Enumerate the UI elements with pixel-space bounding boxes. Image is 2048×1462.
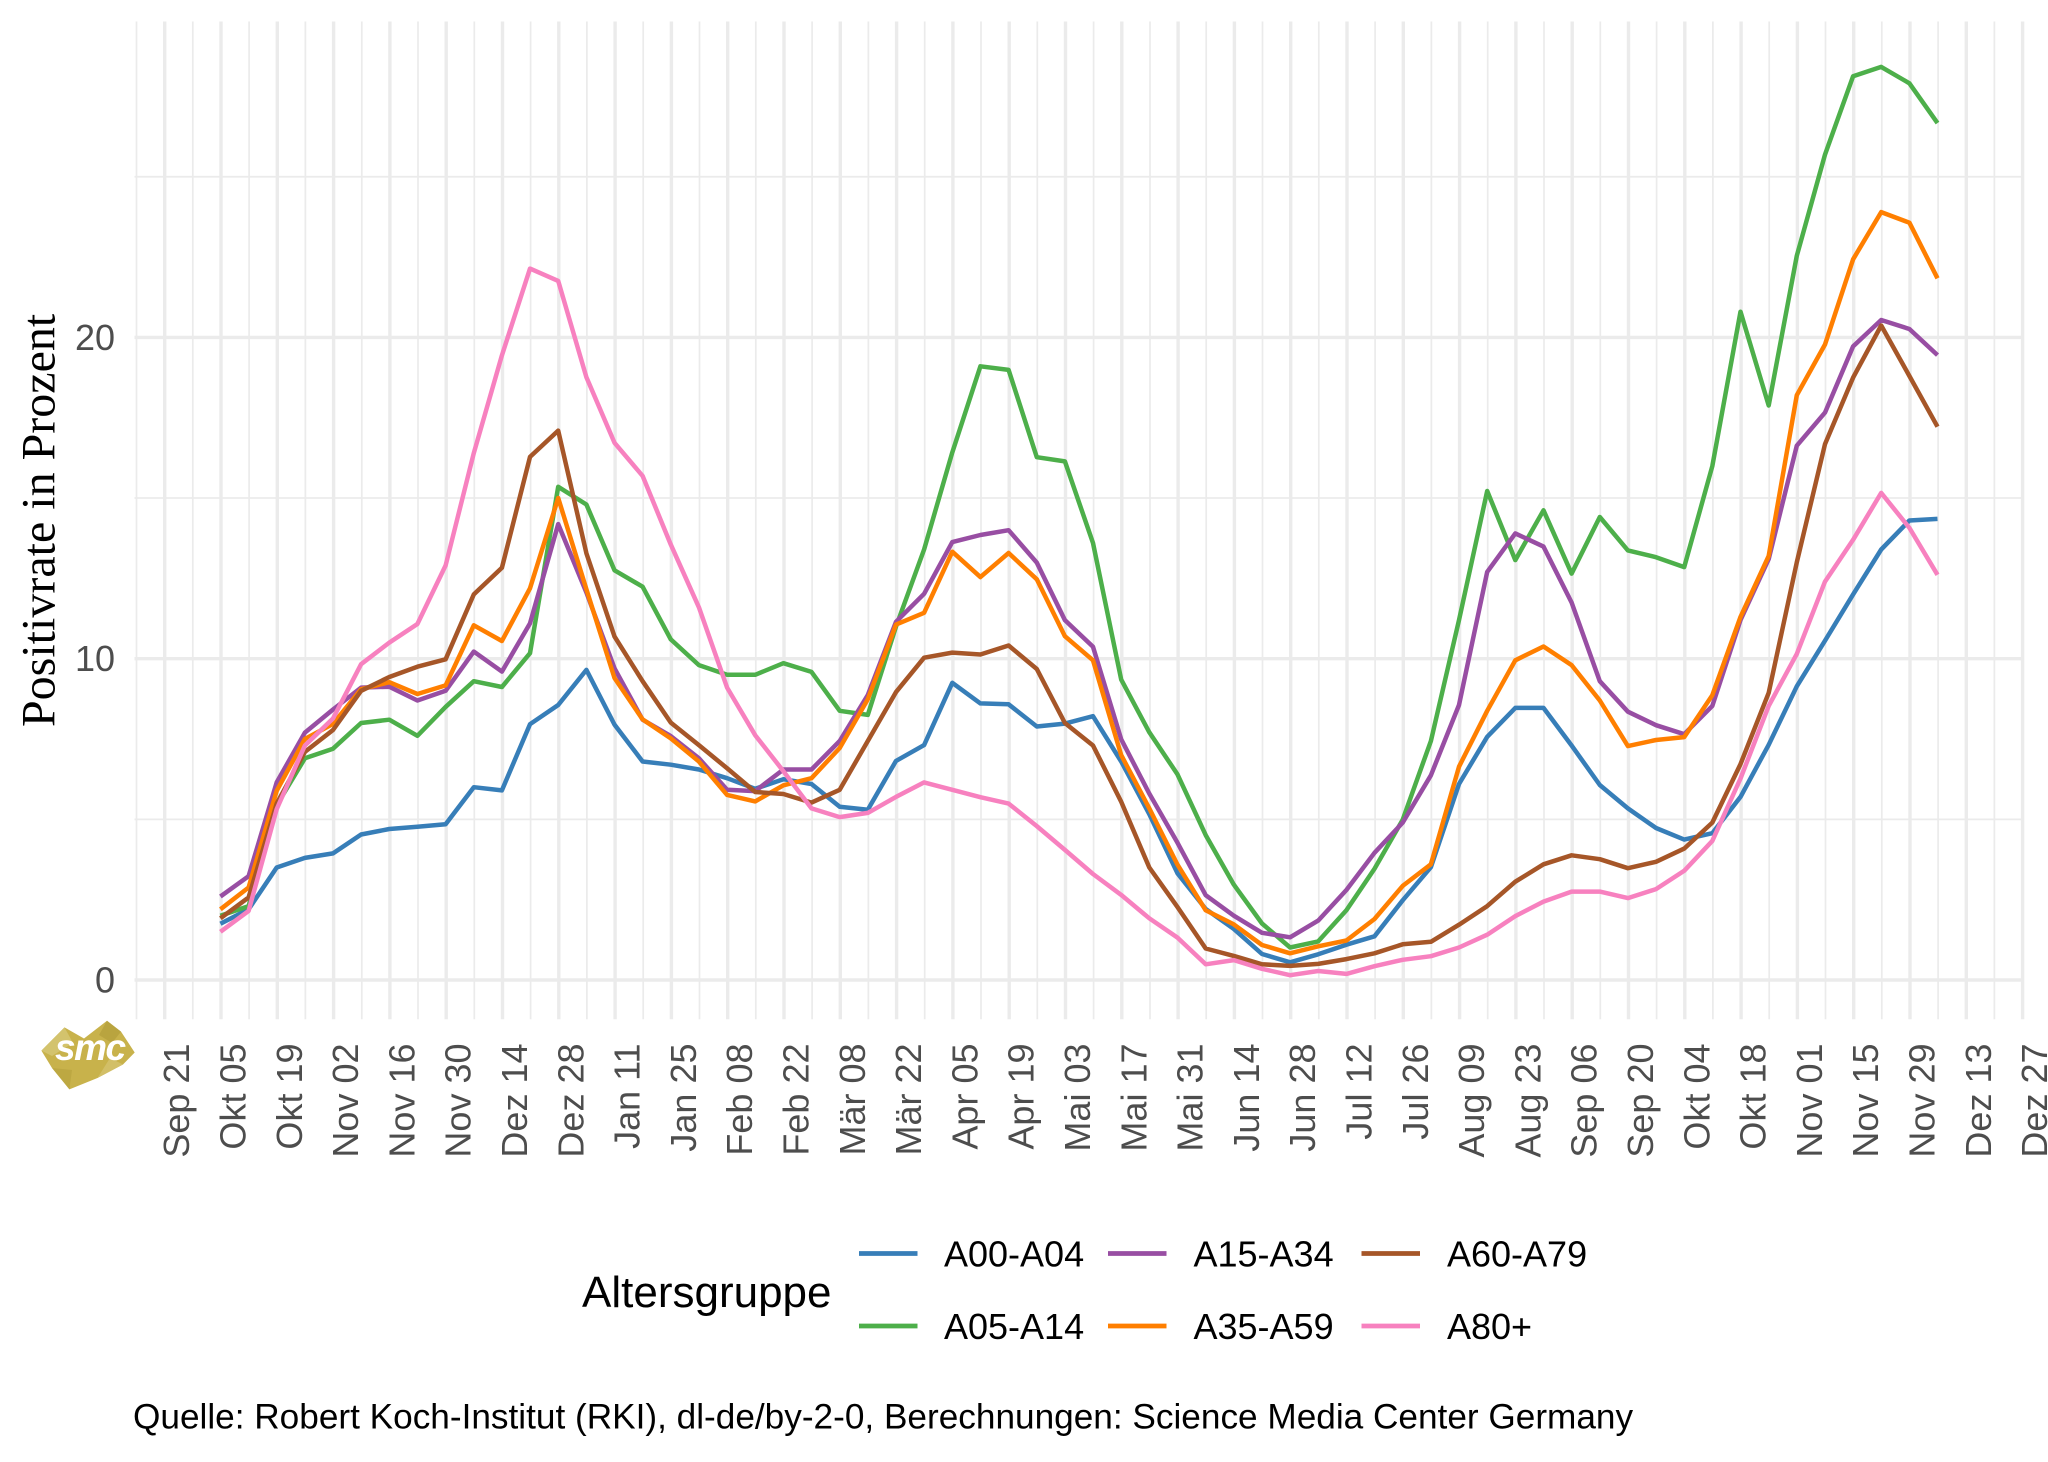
svg-text:Nov 29: Nov 29 <box>1902 1044 1943 1158</box>
svg-text:Okt 18: Okt 18 <box>1733 1044 1774 1150</box>
svg-text:Jun 14: Jun 14 <box>1226 1044 1267 1152</box>
svg-text:Mär 22: Mär 22 <box>888 1044 929 1156</box>
svg-text:Sep 06: Sep 06 <box>1564 1044 1605 1158</box>
svg-text:Jan 11: Jan 11 <box>607 1044 648 1149</box>
svg-text:Mai 03: Mai 03 <box>1057 1044 1098 1152</box>
svg-text:A15-A34: A15-A34 <box>1194 1234 1334 1275</box>
svg-text:A05-A14: A05-A14 <box>944 1306 1084 1347</box>
svg-text:Jan 25: Jan 25 <box>663 1044 704 1152</box>
svg-text:Nov 16: Nov 16 <box>381 1044 422 1158</box>
svg-text:Feb 22: Feb 22 <box>776 1044 817 1156</box>
svg-text:Nov 15: Nov 15 <box>1845 1044 1886 1158</box>
svg-text:0: 0 <box>95 959 115 1000</box>
svg-text:Okt 19: Okt 19 <box>269 1044 310 1150</box>
svg-text:Nov 01: Nov 01 <box>1789 1044 1830 1158</box>
svg-text:Jul 12: Jul 12 <box>1339 1044 1380 1140</box>
svg-text:Sep 21: Sep 21 <box>156 1044 197 1158</box>
svg-text:Mai 31: Mai 31 <box>1170 1044 1211 1152</box>
svg-text:Dez 13: Dez 13 <box>1958 1044 1999 1158</box>
svg-text:Aug 23: Aug 23 <box>1507 1044 1548 1158</box>
svg-text:A35-A59: A35-A59 <box>1194 1306 1334 1347</box>
svg-text:Mär 08: Mär 08 <box>832 1044 873 1156</box>
svg-text:Jul 26: Jul 26 <box>1395 1044 1436 1140</box>
svg-text:Mai 17: Mai 17 <box>1113 1044 1154 1152</box>
svg-text:20: 20 <box>75 317 115 358</box>
svg-text:Dez 28: Dez 28 <box>550 1044 591 1158</box>
svg-text:A00-A04: A00-A04 <box>944 1234 1084 1275</box>
svg-text:Okt 05: Okt 05 <box>213 1044 254 1150</box>
svg-text:Okt 04: Okt 04 <box>1676 1044 1717 1150</box>
svg-text:Dez 27: Dez 27 <box>2014 1044 2048 1158</box>
svg-text:10: 10 <box>75 638 115 679</box>
svg-text:Aug 09: Aug 09 <box>1451 1044 1492 1158</box>
svg-text:A60-A79: A60-A79 <box>1447 1234 1587 1275</box>
svg-text:Apr 05: Apr 05 <box>944 1044 985 1150</box>
svg-text:Nov 02: Nov 02 <box>325 1044 366 1158</box>
svg-text:Feb 08: Feb 08 <box>719 1044 760 1156</box>
svg-text:Sep 20: Sep 20 <box>1620 1044 1661 1158</box>
svg-text:Quelle: Robert Koch-Institut (: Quelle: Robert Koch-Institut (RKI), dl-d… <box>133 1398 1633 1437</box>
svg-text:Positivrate in Prozent: Positivrate in Prozent <box>13 313 66 727</box>
svg-text:Altersgruppe: Altersgruppe <box>582 1268 831 1317</box>
svg-text:Jun 28: Jun 28 <box>1282 1044 1323 1152</box>
svg-text:A80+: A80+ <box>1447 1306 1532 1347</box>
svg-text:Apr 19: Apr 19 <box>1001 1044 1042 1150</box>
svg-text:smc: smc <box>55 1027 126 1068</box>
svg-text:Dez 14: Dez 14 <box>494 1044 535 1158</box>
svg-text:Nov 30: Nov 30 <box>438 1044 479 1158</box>
